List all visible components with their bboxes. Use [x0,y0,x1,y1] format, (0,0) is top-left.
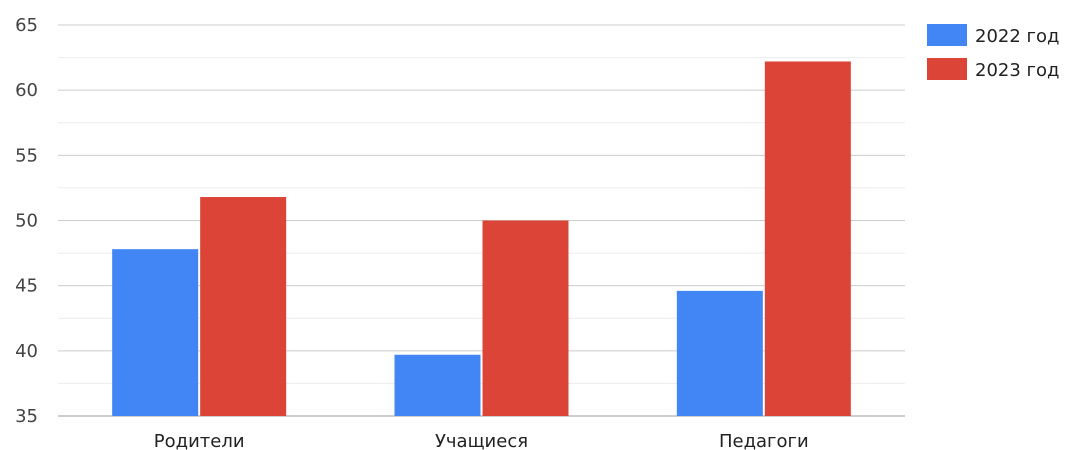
bar-series-2 [764,61,851,416]
y-tick-label: 50 [15,211,38,232]
bar-series-1 [112,249,199,416]
y-tick-label: 40 [15,341,38,362]
y-tick-label: 65 [15,15,38,36]
y-tick-label: 45 [15,276,38,297]
y-tick-label: 55 [15,145,38,166]
bar-series-2 [200,197,287,416]
bar-series-1 [676,290,763,416]
x-category-label: Родители [154,431,245,450]
bar-series-2 [482,220,569,416]
y-tick-label: 60 [15,80,38,101]
bar-layer [112,61,851,416]
grid-layer [58,24,905,417]
x-category-label: Учащиеся [435,431,528,450]
legend: 2022 год 2023 год [927,24,1059,81]
bar-series-1 [394,354,481,416]
axis-layer: 35 40 45 50 55 60 65 Родители Учащиеся Педагоги [15,15,809,450]
y-tick-label: 35 [15,406,38,427]
legend-swatch [927,58,967,80]
legend-swatch [927,24,967,46]
legend-label: 2022 год [975,26,1059,47]
x-category-label: Педагоги [719,431,809,450]
legend-label: 2023 год [975,60,1059,81]
